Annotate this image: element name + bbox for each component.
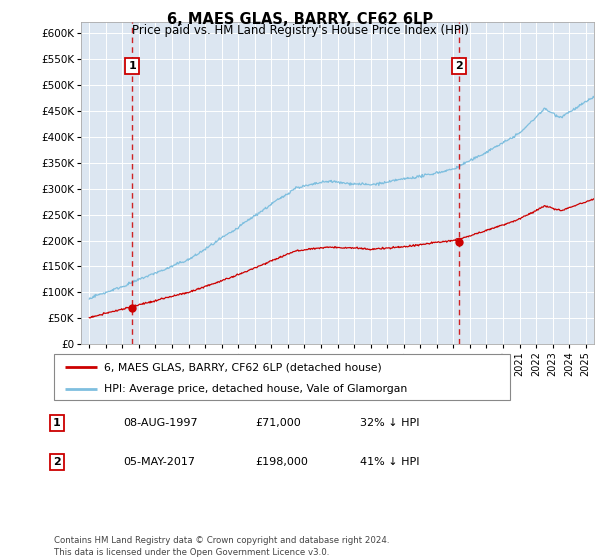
Text: 08-AUG-1997: 08-AUG-1997 bbox=[123, 418, 197, 428]
Text: 1: 1 bbox=[53, 418, 61, 428]
Text: £71,000: £71,000 bbox=[255, 418, 301, 428]
Text: 2: 2 bbox=[53, 457, 61, 467]
Text: 32% ↓ HPI: 32% ↓ HPI bbox=[360, 418, 419, 428]
Text: 05-MAY-2017: 05-MAY-2017 bbox=[123, 457, 195, 467]
Text: Price paid vs. HM Land Registry's House Price Index (HPI): Price paid vs. HM Land Registry's House … bbox=[131, 24, 469, 36]
Text: Contains HM Land Registry data © Crown copyright and database right 2024.
This d: Contains HM Land Registry data © Crown c… bbox=[54, 536, 389, 557]
Text: 6, MAES GLAS, BARRY, CF62 6LP (detached house): 6, MAES GLAS, BARRY, CF62 6LP (detached … bbox=[104, 362, 382, 372]
Text: 6, MAES GLAS, BARRY, CF62 6LP: 6, MAES GLAS, BARRY, CF62 6LP bbox=[167, 12, 433, 27]
Text: 41% ↓ HPI: 41% ↓ HPI bbox=[360, 457, 419, 467]
Text: £198,000: £198,000 bbox=[255, 457, 308, 467]
Text: 2: 2 bbox=[455, 61, 463, 71]
FancyBboxPatch shape bbox=[54, 354, 510, 400]
Text: HPI: Average price, detached house, Vale of Glamorgan: HPI: Average price, detached house, Vale… bbox=[104, 384, 407, 394]
Text: 1: 1 bbox=[128, 61, 136, 71]
